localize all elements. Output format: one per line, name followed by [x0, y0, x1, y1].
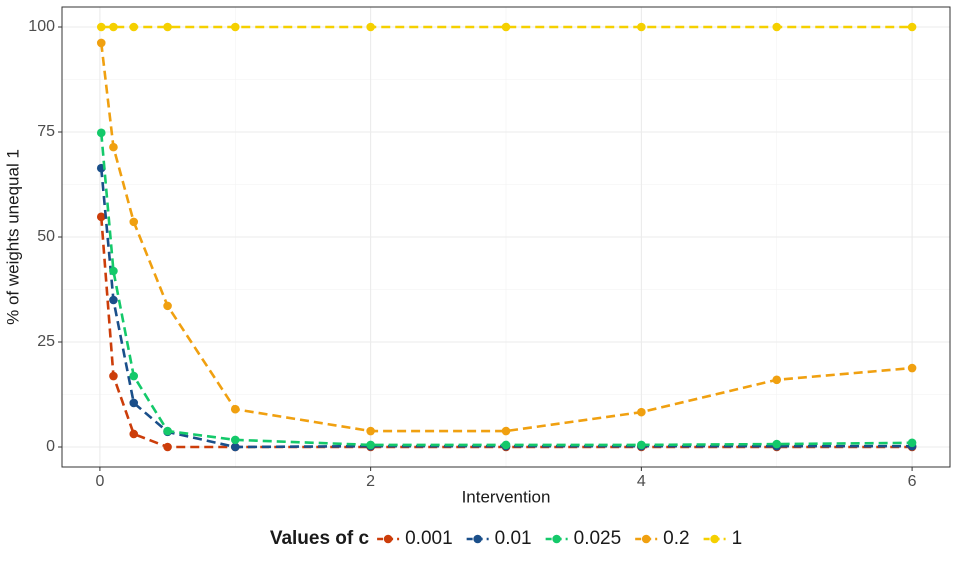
point — [772, 22, 782, 32]
series-line — [99, 216, 913, 449]
legend-key-point — [552, 534, 561, 544]
legend-key-point — [473, 534, 482, 544]
point — [129, 22, 139, 32]
point — [109, 371, 118, 381]
legend-item: 1 — [703, 528, 743, 549]
point — [637, 407, 646, 417]
legend-title: Values of c — [270, 528, 370, 549]
x-tick-label: 4 — [637, 473, 646, 490]
legend-label: 0.001 — [405, 528, 453, 549]
y-tick-label: 0 — [46, 438, 55, 455]
series-line — [99, 42, 913, 433]
legend-key-point — [383, 534, 393, 544]
point — [366, 22, 375, 32]
point — [772, 439, 782, 449]
y-tick-label: 75 — [37, 123, 55, 140]
point — [637, 22, 646, 32]
point — [129, 429, 139, 439]
y-axis-title: % of weights unequal 1 — [3, 149, 22, 325]
point — [366, 426, 375, 436]
point — [109, 22, 118, 32]
point — [109, 295, 118, 305]
point — [109, 142, 118, 152]
legend-key-point — [710, 534, 719, 544]
point — [907, 22, 917, 32]
y-tick-label: 25 — [37, 333, 55, 350]
legend-label: 0.01 — [495, 528, 532, 549]
y-tick-label: 100 — [28, 18, 55, 35]
point — [907, 363, 917, 373]
point — [637, 440, 646, 450]
point — [129, 217, 139, 227]
x-tick-label: 6 — [908, 473, 917, 490]
point — [96, 212, 106, 222]
point — [230, 435, 240, 445]
point — [163, 442, 172, 452]
point — [501, 22, 511, 32]
legend-label: 0.025 — [574, 528, 622, 549]
y-tick-label: 50 — [37, 228, 55, 245]
series-line — [99, 167, 913, 449]
point — [163, 301, 172, 311]
x-axis-title: Intervention — [462, 487, 551, 506]
legend-item: 0.001 — [377, 528, 453, 549]
point — [772, 375, 782, 385]
point — [96, 128, 106, 138]
point — [109, 266, 118, 276]
point — [163, 22, 172, 32]
legend-item: 0.2 — [635, 528, 690, 549]
point — [129, 398, 139, 408]
point — [230, 442, 240, 452]
point — [129, 371, 139, 381]
point — [96, 22, 106, 32]
point — [163, 426, 172, 436]
point — [96, 38, 106, 48]
legend-key-point — [641, 534, 651, 544]
legend-item: 0.025 — [545, 528, 622, 549]
point — [230, 404, 240, 414]
point — [501, 426, 511, 436]
point — [501, 440, 511, 450]
x-tick-label: 0 — [95, 473, 104, 490]
legend-label: 1 — [732, 528, 743, 549]
x-tick-label: 2 — [366, 473, 375, 490]
legend-item: 0.01 — [466, 528, 532, 549]
point — [366, 440, 375, 450]
point — [907, 438, 917, 448]
legend-label: 0.2 — [663, 528, 689, 549]
point — [230, 22, 240, 32]
